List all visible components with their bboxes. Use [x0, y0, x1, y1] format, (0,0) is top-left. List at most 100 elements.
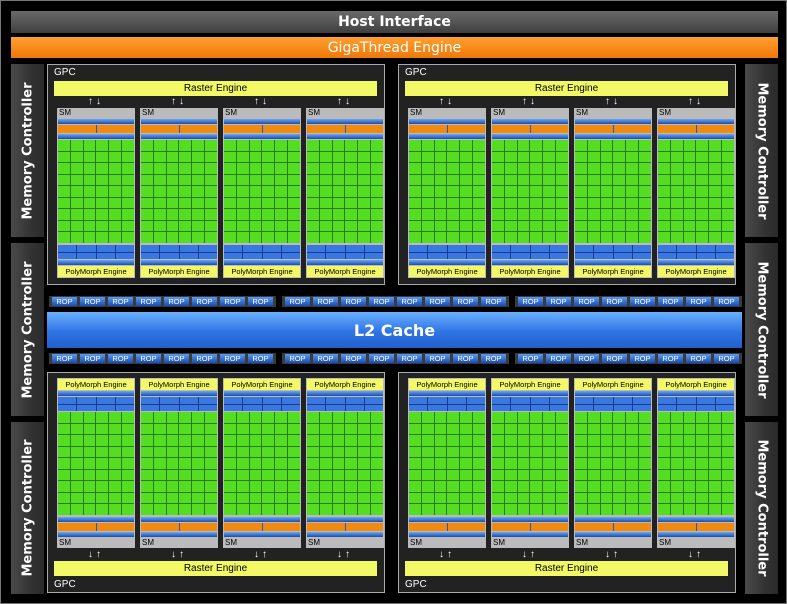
cuda-core: [153, 446, 166, 458]
ld-st-unit: [141, 245, 160, 252]
dispatch-unit: [492, 125, 530, 133]
cuda-core: [141, 412, 153, 423]
cuda-core: [307, 197, 319, 209]
cuda-core: [434, 423, 447, 435]
cuda-core: [224, 151, 236, 163]
cuda-core: [473, 412, 485, 423]
cuda-core: [275, 197, 288, 209]
cuda-core: [575, 163, 587, 174]
cuda-core: [709, 469, 722, 481]
cuda-core: [371, 140, 383, 151]
cuda-core: [319, 492, 332, 504]
polymorph-engine: PolyMorph Engine: [224, 379, 300, 390]
rop-unit: ROP: [686, 354, 711, 363]
cuda-core: [460, 504, 473, 515]
cuda-core: [192, 174, 205, 186]
cuda-core: [288, 492, 300, 504]
cuda-core: [613, 220, 626, 232]
ld-st-unit: [364, 397, 383, 404]
cuda-core: [492, 197, 504, 209]
cuda-core: [70, 197, 83, 209]
cuda-core: [371, 423, 383, 435]
cuda-core: [530, 151, 543, 163]
cuda-core: [332, 481, 345, 492]
cuda-core: [409, 174, 421, 186]
cuda-core: [543, 469, 556, 481]
cuda-core: [434, 504, 447, 515]
cuda-core: [319, 446, 332, 458]
ld-st-unit: [198, 252, 217, 259]
dispatch-unit-row: [141, 523, 217, 531]
cuda-core: [262, 469, 275, 481]
cuda-core: [153, 163, 166, 174]
dispatch-unit-row: [58, 125, 134, 133]
cuda-core: [262, 220, 275, 232]
cuda-core: [358, 412, 371, 423]
cuda-core: [319, 186, 332, 197]
cuda-core: [153, 232, 166, 243]
ld-st-unit: [345, 404, 364, 411]
cuda-core: [96, 197, 109, 209]
cuda-core: [319, 504, 332, 515]
cuda-core: [409, 140, 421, 151]
rop-unit: ROP: [714, 354, 739, 363]
cuda-core: [460, 140, 473, 151]
cuda-core: [556, 140, 568, 151]
cuda-core: [517, 481, 530, 492]
cuda-core: [288, 197, 300, 209]
cuda-core: [275, 220, 288, 232]
ld-st-unit: [594, 245, 613, 252]
register-file-bar: [492, 134, 568, 139]
cuda-core: [517, 163, 530, 174]
ld-st-unit: [307, 404, 326, 411]
cuda-core: [556, 220, 568, 232]
cuda-core: [556, 504, 568, 515]
cuda-core-grid: [58, 140, 134, 243]
ld-st-unit: [115, 245, 134, 252]
cuda-core: [319, 469, 332, 481]
cuda-core: [587, 469, 600, 481]
cuda-core: [600, 209, 613, 220]
cuda-core: [473, 174, 485, 186]
sm-block: PolyMorph Engine SM: [57, 378, 135, 548]
cuda-core: [288, 504, 300, 515]
cuda-core: [473, 163, 485, 174]
cuda-core: [371, 197, 383, 209]
cuda-core: [224, 481, 236, 492]
cuda-core: [109, 423, 122, 435]
cuda-core: [575, 174, 587, 186]
cuda-core: [575, 504, 587, 515]
cuda-core: [262, 151, 275, 163]
cuda-core: [332, 458, 345, 469]
cuda-core: [109, 412, 122, 423]
cuda-core: [166, 197, 179, 209]
cuda-core: [530, 504, 543, 515]
sfu-bar: [224, 260, 300, 265]
cuda-core: [307, 174, 319, 186]
ld-st-unit: [243, 404, 262, 411]
cuda-core: [722, 492, 734, 504]
cuda-core: [696, 504, 709, 515]
ld-st-unit: [58, 245, 77, 252]
cuda-core: [153, 492, 166, 504]
cuda-core: [587, 163, 600, 174]
cuda-core: [613, 412, 626, 423]
cuda-core: [358, 469, 371, 481]
cuda-core: [709, 197, 722, 209]
cuda-core: [460, 423, 473, 435]
cuda-core: [409, 209, 421, 220]
cuda-core: [658, 163, 670, 174]
dispatch-unit: [696, 125, 734, 133]
cuda-core: [205, 174, 217, 186]
rop-group: ROP ROP ROP ROP ROP ROP ROP ROP: [282, 353, 509, 364]
dispatch-unit: [58, 125, 96, 133]
cuda-core: [504, 140, 517, 151]
cuda-core: [696, 446, 709, 458]
cuda-core: [307, 469, 319, 481]
cuda-core: [122, 481, 134, 492]
cuda-core: [492, 140, 504, 151]
cuda-core: [70, 174, 83, 186]
rop-unit: ROP: [80, 354, 105, 363]
cuda-core: [262, 435, 275, 446]
cuda-core: [345, 435, 358, 446]
